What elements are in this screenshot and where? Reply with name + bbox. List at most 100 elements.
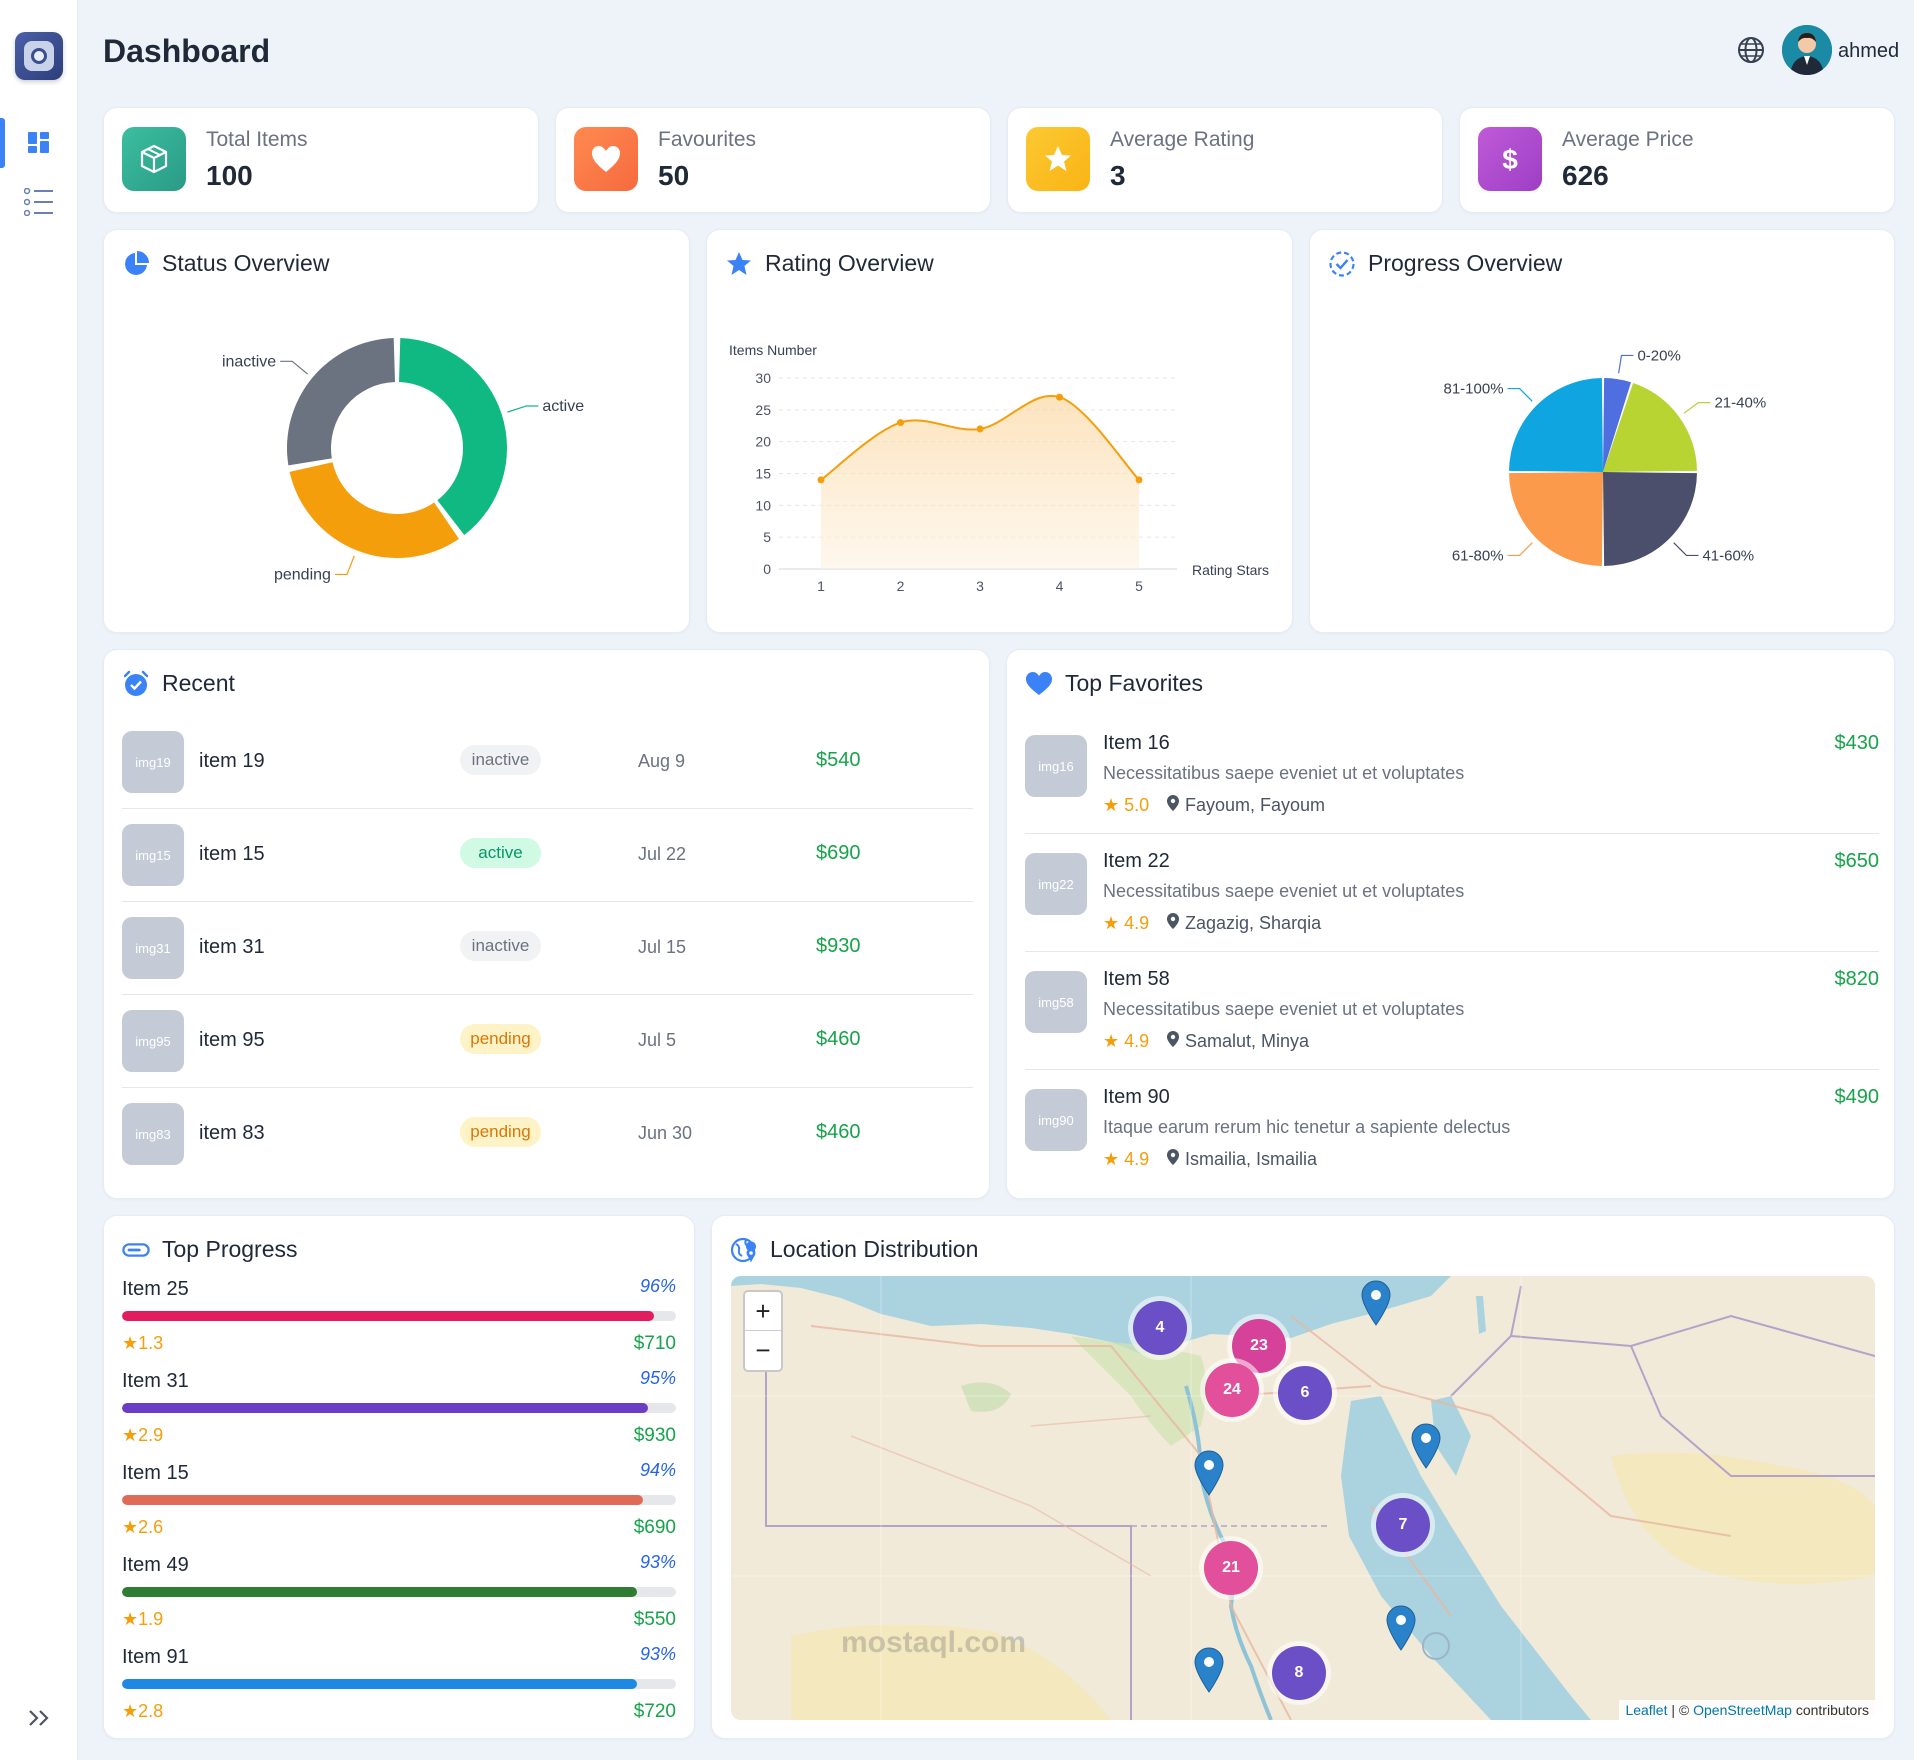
map-cluster[interactable]: 21 xyxy=(1204,1541,1258,1595)
leaflet-link[interactable]: Leaflet xyxy=(1625,1702,1668,1718)
recent-row[interactable]: img95 item 95 pending Jul 5 $460 xyxy=(122,995,973,1088)
map-cluster[interactable]: 7 xyxy=(1376,1498,1430,1552)
recent-row[interactable]: img31 item 31 inactive Jul 15 $930 xyxy=(122,902,973,995)
progress-item[interactable]: Item 91 93% ★2.8 $720 xyxy=(122,1644,676,1738)
progress-fill xyxy=(122,1403,649,1413)
item-rating: ★1.9 xyxy=(122,1609,163,1630)
pie-slice[interactable] xyxy=(1603,382,1697,472)
area-fill xyxy=(821,395,1139,569)
rating-value: 2.8 xyxy=(138,1701,164,1721)
star-icon: ★ xyxy=(1103,795,1125,815)
data-point[interactable] xyxy=(897,419,904,427)
expand-sidebar-icon[interactable] xyxy=(24,1703,54,1733)
item-name: item 83 xyxy=(199,1122,265,1144)
pie-slice[interactable] xyxy=(1509,378,1603,472)
progress-item[interactable]: Item 15 94% ★2.6 $690 xyxy=(122,1460,676,1554)
rating-value: 1.3 xyxy=(138,1333,164,1353)
card-title: Progress Overview xyxy=(1368,250,1563,276)
pie-slice[interactable] xyxy=(398,338,507,536)
location-text: Fayoum, Fayoum xyxy=(1185,795,1326,815)
app-logo[interactable] xyxy=(15,32,63,80)
star-icon: ★ xyxy=(122,1333,139,1353)
data-point[interactable] xyxy=(976,425,984,433)
progress-item[interactable]: Item 25 96% ★1.3 $710 xyxy=(122,1276,676,1370)
map-attribution: Leaflet | © OpenStreetMap contributors xyxy=(1619,1700,1875,1720)
pie-slice[interactable] xyxy=(1603,472,1697,566)
x-tick-label: 2 xyxy=(897,578,905,594)
data-point[interactable] xyxy=(1135,476,1143,484)
favorite-row[interactable]: img58 Item 58 Necessitatibus saepe eveniet… xyxy=(1025,952,1879,1070)
recent-row[interactable]: img15 item 15 active Jul 22 $690 xyxy=(122,809,973,902)
list-icon[interactable] xyxy=(24,187,54,217)
item-date: Aug 9 xyxy=(638,751,686,771)
label-leader-line xyxy=(334,555,355,576)
favorite-row[interactable]: img90 Item 90 Itaque earum rerum hic tenet… xyxy=(1025,1070,1879,1188)
location-text: Zagazig, Sharqia xyxy=(1185,913,1322,933)
item-price: $930 xyxy=(816,935,861,957)
y-tick-label: 15 xyxy=(755,466,771,482)
progress-item[interactable]: Item 49 93% ★1.9 $550 xyxy=(122,1552,676,1646)
pie-slice[interactable] xyxy=(289,462,459,558)
status-donut-chart: active pending inactive xyxy=(222,338,584,583)
rating-area-chart: 0 5 10 15 20 25 30 1 2 3 4 5 Items Number Rating Star… xyxy=(729,342,1269,594)
slice-label: active xyxy=(542,398,584,415)
recent-row[interactable]: img19 item 19 inactive Aug 9 $540 xyxy=(122,716,973,809)
progress-item[interactable]: Item 31 95% ★2.9 $930 xyxy=(122,1368,676,1462)
star-icon: ★ xyxy=(122,1517,139,1537)
rating-value: 1.9 xyxy=(138,1609,164,1629)
recent-row[interactable]: img83 item 83 pending Jun 30 $460 xyxy=(122,1088,973,1181)
item-date: Jul 22 xyxy=(638,844,687,864)
stat-card-average-price: $ Average Price 626 xyxy=(1459,107,1895,213)
pie-chart-icon xyxy=(122,250,150,278)
box-icon xyxy=(122,127,186,191)
dashboard-icon[interactable] xyxy=(24,128,54,158)
item-name: item 19 xyxy=(199,750,265,772)
map-cluster[interactable]: 8 xyxy=(1272,1646,1326,1700)
star-icon: ★ xyxy=(1103,913,1125,933)
pie-slice[interactable] xyxy=(287,338,396,466)
map-cluster[interactable]: 4 xyxy=(1133,1301,1187,1355)
pie-slice[interactable] xyxy=(1509,472,1603,566)
watermark: mostaql.com xyxy=(841,1626,1027,1659)
location-pin-icon xyxy=(1167,1031,1179,1052)
osm-link[interactable]: OpenStreetMap xyxy=(1693,1702,1792,1718)
y-tick-label: 10 xyxy=(755,497,771,513)
attribution-suffix: contributors xyxy=(1791,1702,1869,1718)
user-avatar[interactable] xyxy=(1782,25,1832,75)
location-map[interactable]: + − 4 23 24 6 7 21 8 mostaql.com Leaflet… xyxy=(731,1276,1875,1720)
zoom-in-button[interactable]: + xyxy=(745,1292,781,1331)
progress-bar-icon xyxy=(122,1236,150,1264)
rating-value: 2.9 xyxy=(138,1425,164,1445)
svg-text:$: $ xyxy=(1502,144,1518,175)
map-cluster[interactable]: 24 xyxy=(1205,1363,1259,1417)
location-pin-icon xyxy=(1167,1149,1179,1170)
progress-track xyxy=(122,1679,676,1689)
sidebar xyxy=(0,0,78,1760)
x-tick-label: 3 xyxy=(976,578,984,594)
item-name: Item 90 xyxy=(1103,1086,1170,1108)
card-title: Top Favorites xyxy=(1065,670,1204,696)
language-globe-icon[interactable] xyxy=(1736,35,1766,65)
data-point[interactable] xyxy=(1056,393,1063,401)
favorite-row[interactable]: img16 Item 16 Necessitatibus saepe eveniet… xyxy=(1025,716,1879,834)
username[interactable]: ahmed xyxy=(1838,40,1900,62)
alarm-clock-icon xyxy=(122,670,150,698)
item-location: Zagazig, Sharqia xyxy=(1167,913,1321,934)
item-price: $650 xyxy=(1834,850,1880,872)
item-rating: ★1.3 xyxy=(122,1333,163,1354)
dollar-icon: $ xyxy=(1478,127,1542,191)
stat-card-total-items: Total Items 100 xyxy=(103,107,539,213)
data-point[interactable] xyxy=(817,476,825,484)
location-text: Samalut, Minya xyxy=(1185,1031,1310,1051)
location-pin-icon xyxy=(1167,913,1179,934)
star-icon xyxy=(1026,127,1090,191)
pie-slice[interactable] xyxy=(1603,378,1631,472)
favorite-row[interactable]: img22 Item 22 Necessitatibus saepe eveniet… xyxy=(1025,834,1879,952)
label-leader-line xyxy=(507,405,539,413)
nav-active-indicator xyxy=(0,118,5,168)
zoom-out-button[interactable]: − xyxy=(755,1335,771,1365)
map-cluster[interactable]: 6 xyxy=(1278,1366,1332,1420)
card-title: Top Progress xyxy=(162,1236,298,1262)
label-leader-line xyxy=(1507,542,1533,557)
location-pin-icon xyxy=(1167,795,1179,816)
